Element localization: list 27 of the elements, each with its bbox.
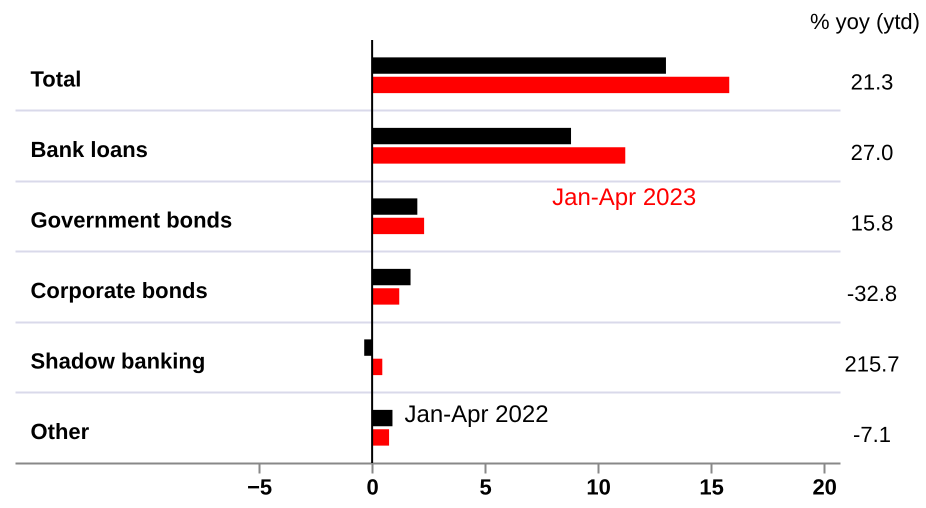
bar	[372, 218, 424, 234]
bar	[372, 429, 390, 446]
y-tick-label: Corporate bonds	[30, 278, 208, 303]
series-label: Jan-Apr 2022	[404, 401, 549, 428]
text: -7.1	[853, 422, 891, 447]
y-tick-label: Government bonds	[30, 207, 232, 232]
text: 15.8	[850, 210, 894, 236]
x-tick-label: −5	[247, 474, 272, 500]
y-tick-label: Other	[30, 418, 90, 444]
bar	[372, 147, 626, 164]
y-tick-label: Shadow banking	[30, 348, 206, 374]
text: 215.7	[844, 351, 900, 376]
text: -32.8	[846, 280, 898, 306]
x-tick-label: 0	[366, 474, 379, 500]
bar	[372, 358, 382, 376]
x-tick-label: 5	[480, 474, 492, 500]
x-tick-label: 10	[586, 474, 611, 500]
bar	[372, 76, 730, 94]
x-tick-label: 15	[699, 474, 724, 500]
text: % yoy (ytd)	[810, 9, 920, 34]
series-label: Jan-Apr 2023	[552, 184, 696, 211]
bar	[372, 288, 400, 305]
x-tick-label: 20	[812, 474, 837, 500]
text: 21.3	[850, 69, 894, 94]
text: 27.0	[850, 140, 894, 165]
y-tick-label: Bank loans	[30, 136, 148, 162]
y-tick-label: Total	[30, 66, 82, 92]
